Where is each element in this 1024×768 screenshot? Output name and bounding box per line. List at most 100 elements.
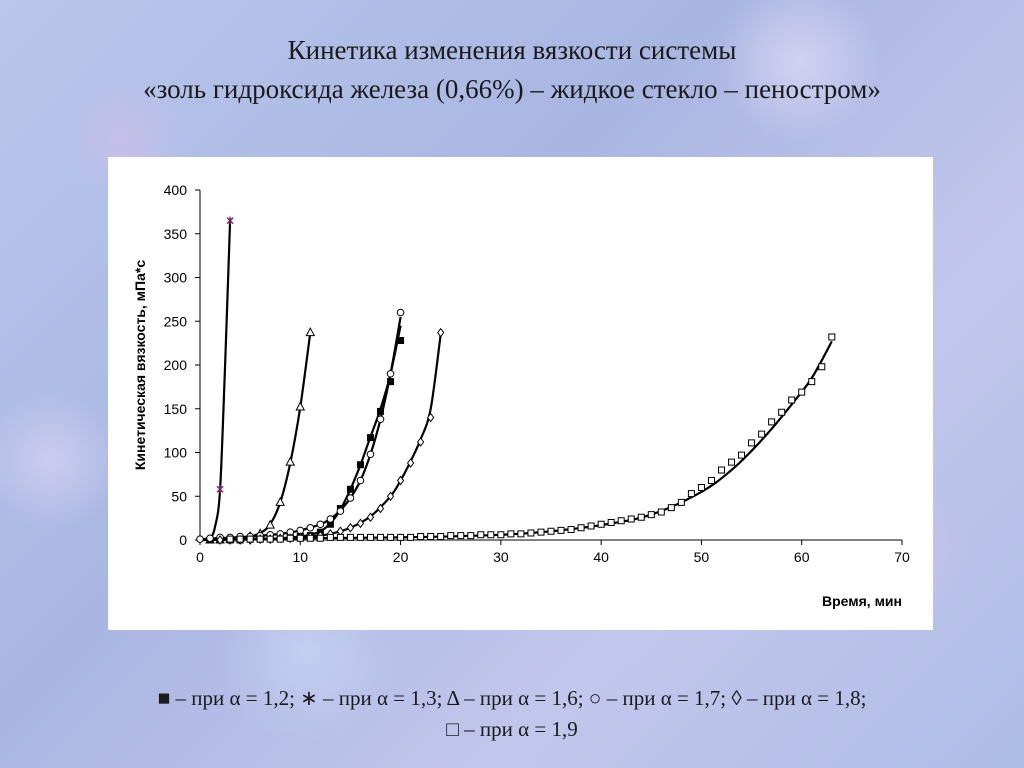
data-point-square <box>707 477 715 484</box>
data-point-square <box>296 534 304 542</box>
data-point-circle <box>366 450 375 459</box>
data-point-diamond <box>366 512 375 523</box>
data-point-square <box>798 388 806 396</box>
data-point-square-filled <box>387 378 395 386</box>
data-point-square <box>567 526 575 533</box>
data-point-square <box>818 363 826 371</box>
data-point-square <box>557 526 565 534</box>
data-point-square <box>748 439 756 447</box>
data-point-triangle <box>275 496 286 506</box>
x-tick-label: 60 <box>794 549 810 565</box>
data-point-square <box>607 519 615 526</box>
y-tick-label: 200 <box>164 357 188 373</box>
data-point-circle <box>206 534 214 543</box>
data-point-square <box>246 535 254 543</box>
y-tick-label: 350 <box>164 226 188 242</box>
data-point-square <box>306 534 314 542</box>
data-point-square <box>256 535 264 543</box>
data-point-square <box>377 533 385 541</box>
data-point-square <box>657 508 665 516</box>
data-point-square <box>677 498 685 506</box>
data-point-diamond <box>427 412 435 423</box>
data-point-circle <box>306 523 315 532</box>
y-tick-label: 400 <box>164 182 188 198</box>
data-point-square <box>647 511 655 519</box>
data-point-square <box>577 524 585 532</box>
y-tick-label: 250 <box>164 313 188 329</box>
x-tick-label: 10 <box>292 549 308 565</box>
data-point-diamond <box>216 535 224 545</box>
x-tick-label: 20 <box>393 549 409 565</box>
data-point-square <box>437 533 445 540</box>
data-point-square <box>788 396 796 404</box>
data-point-diamond <box>376 503 385 514</box>
data-point-square-filled <box>377 407 385 415</box>
viscosity-chart: 0 10 20 30 40 50 60 70050100150200250300350400 … <box>132 182 910 609</box>
data-point-square <box>477 531 485 539</box>
series-triangle-trend-line <box>199 332 312 542</box>
series-circle-trend-line <box>199 316 402 541</box>
data-point-triangle <box>265 519 276 529</box>
data-point-square <box>236 535 244 543</box>
data-point-square <box>637 513 645 521</box>
data-point-circle <box>326 515 335 523</box>
data-point-square <box>487 531 495 539</box>
x-tick-label: 40 <box>593 549 609 565</box>
data-point-square <box>768 418 776 426</box>
data-point-square <box>356 533 364 541</box>
legend-caption-line-2: □ – при α = 1,9 <box>446 717 578 741</box>
data-point-star <box>226 216 234 225</box>
data-point-square <box>697 484 705 491</box>
data-point-diamond <box>417 437 425 447</box>
data-point-square <box>758 430 766 438</box>
data-point-diamond <box>346 522 355 533</box>
data-point-diamond <box>437 327 445 338</box>
data-point-square <box>728 458 736 466</box>
data-point-square <box>407 533 415 541</box>
data-point-square-filled <box>326 520 334 528</box>
data-point-triangle <box>305 327 316 337</box>
y-tick-label: 50 <box>171 488 187 504</box>
chart-panel: 0 10 20 30 40 50 60 70 0 50 100 150 200 250 300 350 400 … <box>108 157 933 630</box>
data-point-square <box>507 530 515 538</box>
data-point-circle <box>376 415 385 424</box>
y-tick-label: 0 <box>179 532 187 548</box>
series-diamond-trend-line <box>220 334 442 542</box>
y-tick-label: 300 <box>164 270 188 286</box>
data-point-square <box>326 533 334 541</box>
data-point-square <box>778 408 786 416</box>
data-point-diamond <box>396 475 405 486</box>
x-tick-label: 70 <box>894 549 910 565</box>
data-point-square <box>397 533 405 541</box>
data-point-diamond <box>406 458 415 468</box>
y-tick-label: 150 <box>164 401 188 417</box>
data-point-square-filled <box>366 434 374 442</box>
data-point-square <box>808 378 816 386</box>
data-point-square <box>467 532 475 540</box>
slide-title-line-1: Кинетика изменения вязкости системы <box>287 35 737 65</box>
data-point-circle <box>356 476 365 485</box>
y-tick-label: 100 <box>164 445 188 461</box>
data-point-circle <box>346 494 355 502</box>
x-axis-label: Время, мин <box>822 593 902 609</box>
data-point-square <box>387 533 395 541</box>
data-point-square <box>286 534 294 542</box>
data-point-square <box>226 535 234 543</box>
data-point-triangle <box>285 456 296 466</box>
data-point-square <box>316 534 324 542</box>
data-point-square <box>266 535 274 543</box>
data-point-square <box>527 529 535 537</box>
data-point-diamond <box>386 491 395 502</box>
data-point-square <box>597 520 605 528</box>
data-point-star <box>216 485 224 494</box>
data-point-circle <box>386 369 395 378</box>
data-point-square <box>447 532 455 540</box>
data-point-square <box>366 533 374 541</box>
data-point-triangle <box>295 401 306 411</box>
y-axis-label: Кинетическая вязкость, мПа*с <box>132 260 148 470</box>
data-point-square <box>547 527 555 535</box>
data-point-square <box>276 535 284 543</box>
series-square-filled-trend-line <box>199 325 402 542</box>
data-point-square <box>617 517 625 525</box>
x-tick-label: 50 <box>694 549 710 565</box>
